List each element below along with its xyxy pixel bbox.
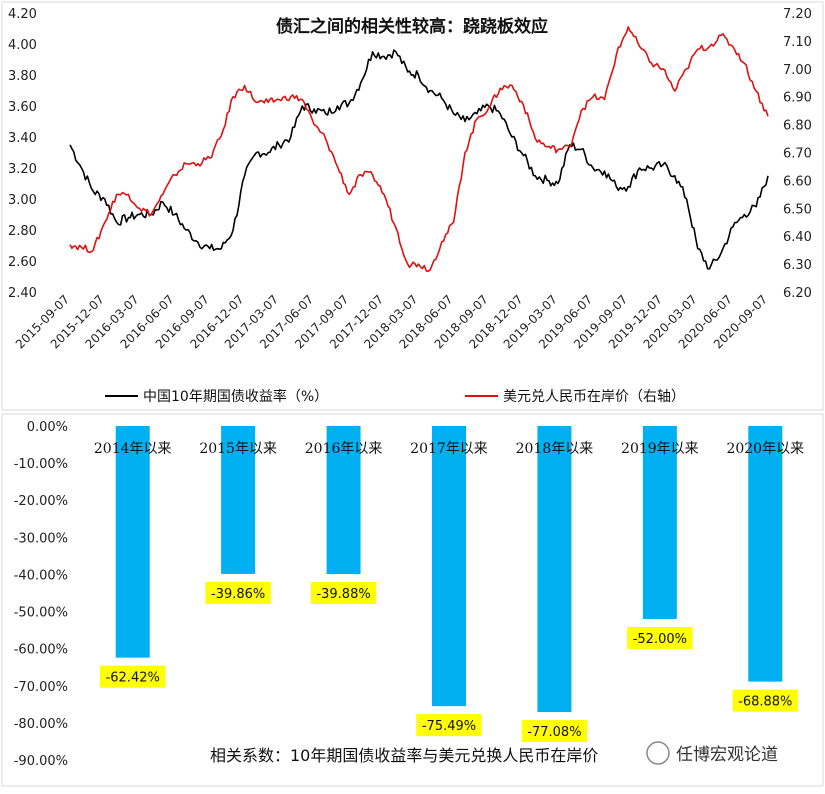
bar-data-label: -39.86% [211,587,265,602]
right-tick-label: 6.50 [783,202,812,217]
yield-series-line [69,49,769,270]
data-label-box [732,689,798,712]
data-label-box [416,714,482,737]
right-axis-ticks: 7.20 7.10 7.00 6.90 6.80 6.70 6.60 6.50 6.40 6.30… [783,7,812,301]
right-tick-label: 6.30 [783,258,812,273]
right-tick-label: 6.40 [783,230,812,245]
right-tick-label: 6.80 [783,119,812,134]
line-chart-svg: 债汇之间的相关性较高：跷跷板效应 4.20 4.00 3.80 3.60 3.40 3.2… [1,1,824,411]
data-label-box [100,665,166,688]
bar-category-label: 2014年以来 [94,441,172,457]
bar-y-axis-ticks: 0.00% -10.00% -20.00% -30.00% -40.00% -50.00%… [14,420,68,769]
bar-y-tick-label: -80.00% [14,717,68,732]
left-tick-label: 3.40 [8,131,37,146]
left-axis-ticks: 4.20 4.00 3.80 3.60 3.40 3.20 3.00 2.80 2.60 2.40 [8,7,37,301]
bar-data-label: -52.00% [633,632,687,647]
bar-y-tick-label: -30.00% [14,531,68,546]
left-tick-label: 3.00 [8,193,37,208]
right-tick-label: 6.60 [783,174,812,189]
left-tick-label: 3.60 [8,100,37,115]
yield-fx-line-chart: 债汇之间的相关性较高：跷跷板效应 4.20 4.00 3.80 3.60 3.40 3.2… [1,1,824,411]
bar-y-tick-label: -20.00% [14,494,68,509]
line-chart-title: 债汇之间的相关性较高：跷跷板效应 [276,16,548,37]
left-tick-label: 3.80 [8,69,37,84]
data-label-box [627,626,693,649]
bar-data-label: -62.42% [106,671,160,686]
right-tick-label: 7.10 [783,35,812,50]
bar-series-group: 2014年以来 -62.42% 2015年以来 -39.86% 2016年以来 -39.8… [94,426,804,743]
legend-label-fx: 美元兑人民币在岸价（右轴） [503,389,685,405]
bar-y-tick-label: -60.00% [14,643,68,658]
data-label-box [521,720,588,743]
watermark: 任博宏观论道 [646,741,778,765]
bar-y-tick-label: -50.00% [14,606,68,621]
left-tick-label: 4.20 [8,7,37,22]
wechat-icon [646,741,670,765]
watermark-text: 任博宏观论道 [676,745,778,765]
bar-chart-svg: 0.00% -10.00% -20.00% -30.00% -40.00% -50.00%… [1,413,824,787]
correlation-bar-chart: 0.00% -10.00% -20.00% -30.00% -40.00% -50.00%… [0,413,825,790]
line-series-group [69,26,769,273]
bar-category-label: 2019年以来 [621,441,699,457]
bar-data-label: -39.88% [316,587,370,602]
right-tick-label: 7.20 [783,7,812,22]
bar-category-label: 2016年以来 [305,441,383,457]
bar-category-label: 2015年以来 [199,441,277,457]
bar [326,426,361,574]
bar-y-tick-label: -40.00% [14,568,68,583]
bar-category-label: 2018年以来 [516,441,594,457]
bar [115,426,150,658]
left-tick-label: 2.40 [8,286,37,301]
bar-y-tick-label: -90.00% [14,754,68,769]
left-tick-label: 2.80 [8,224,37,239]
right-tick-label: 7.00 [783,63,812,78]
bar [432,426,466,707]
bar-data-label: -75.49% [422,719,476,734]
bar [642,426,677,619]
right-tick-label: 6.20 [783,286,812,301]
line-chart-legend: 中国10年期国债收益率（%） 美元兑人民币在岸价（右轴） [105,388,685,405]
bar [221,426,256,574]
bar-y-tick-label: 0.00% [27,420,68,435]
bar-category-label: 2020年以来 [726,441,804,457]
bar-chart-footer: 相关系数：10年期国债收益率与美元兑换人民币在岸价 [210,746,598,765]
bar [537,426,572,713]
bar-data-label: -77.08% [527,725,581,740]
right-tick-label: 6.90 [783,91,812,106]
left-tick-label: 2.60 [8,255,37,270]
fx-series-line [69,26,769,273]
left-tick-label: 4.00 [8,38,37,53]
bar [748,426,783,682]
bar-data-label: -68.88% [738,695,792,710]
data-label-box [310,581,377,604]
bar-category-label: 2017年以来 [410,441,488,457]
bar-y-tick-label: -70.00% [14,680,68,695]
legend-label-yield: 中国10年期国债收益率（%） [143,388,328,405]
left-tick-label: 3.20 [8,162,37,177]
right-tick-label: 6.70 [783,147,812,162]
bar-y-tick-label: -10.00% [14,457,68,472]
data-label-box [205,581,271,604]
